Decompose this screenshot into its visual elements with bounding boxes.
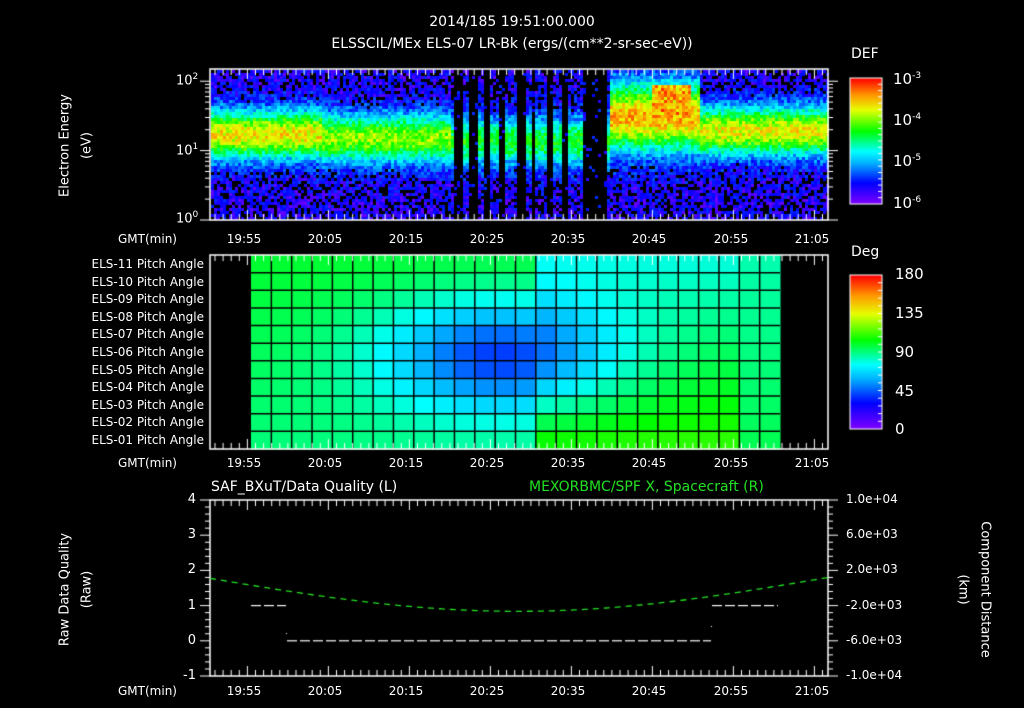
energy-axis-label: Electron Energy xyxy=(57,94,73,197)
time-tick-label: 20:05 xyxy=(307,684,343,698)
energy-tick-10: 101 xyxy=(176,142,199,159)
quality-panel-title: SAF_BXuT/Data Quality (L) xyxy=(211,479,398,495)
time-tick-label: 21:05 xyxy=(794,456,830,470)
pitch-angle-row-label: ELS-03 Pitch Angle xyxy=(91,397,204,412)
quality-tick-label: 0 xyxy=(187,632,196,648)
deg-label-45: 45 xyxy=(895,382,915,400)
time-tick-label: 20:25 xyxy=(469,232,505,246)
distance-tick-label: 1.0e+04 xyxy=(846,492,898,506)
quality-tick-label: 4 xyxy=(187,492,196,507)
deg-label-90: 90 xyxy=(895,343,915,361)
time-tick-label: 20:15 xyxy=(388,684,424,698)
time-tick-label: 20:35 xyxy=(550,456,586,470)
time-tick-label: 20:25 xyxy=(469,456,505,470)
quality-tick-label: 2 xyxy=(187,562,196,578)
time-axis-label-1: GMT(min) xyxy=(118,232,177,246)
time-tick-label: 20:55 xyxy=(713,456,749,470)
def-colorbar-label-1e-5: 10-5 xyxy=(893,152,922,170)
pitch-angle-row-label: ELS-09 Pitch Angle xyxy=(91,292,204,307)
deg-label-180: 180 xyxy=(895,265,924,283)
pitch-angle-row-label: ELS-07 Pitch Angle xyxy=(91,327,204,342)
time-tick-label: 20:45 xyxy=(631,232,667,246)
distance-axis-label: Component Distance xyxy=(977,521,993,658)
time-tick-label: 20:45 xyxy=(631,684,667,698)
distance-tick-label: -6.0e+03 xyxy=(846,632,903,647)
time-tick-label: 19:55 xyxy=(226,456,262,470)
time-axis-label-2: GMT(min) xyxy=(118,456,177,470)
spacecraft-panel-title: MEXORBMC/SPF X, Spacecraft (R) xyxy=(529,479,764,495)
distance-axis-unit: (km) xyxy=(955,574,971,605)
pitch-angle-row-label: ELS-11 Pitch Angle xyxy=(91,257,204,271)
quality-axis-unit: (Raw) xyxy=(79,570,95,609)
pitch-angle-row-label: ELS-04 Pitch Angle xyxy=(91,380,204,395)
time-tick-label: 20:35 xyxy=(550,684,586,698)
time-tick-label: 20:25 xyxy=(469,684,505,698)
def-colorbar-label-1e-4: 10-4 xyxy=(893,111,922,129)
time-tick-label: 20:45 xyxy=(631,456,667,470)
time-tick-label: 19:55 xyxy=(226,684,262,698)
time-tick-label: 21:05 xyxy=(794,684,830,698)
energy-tick-1: 100 xyxy=(176,210,199,227)
time-tick-label: 20:15 xyxy=(388,232,424,246)
time-tick-label: 20:55 xyxy=(713,232,749,246)
pitch-angle-row-label: ELS-01 Pitch Angle xyxy=(91,433,204,447)
deg-colorbar-title: Deg xyxy=(851,244,880,260)
def-colorbar-label-1e-3: 10-3 xyxy=(893,70,922,88)
distance-tick-label: -1.0e+04 xyxy=(846,668,903,682)
deg-label-135: 135 xyxy=(895,304,924,322)
distance-tick-label: -2.0e+03 xyxy=(846,597,903,612)
time-tick-label: 20:35 xyxy=(550,232,586,246)
def-colorbar-title: DEF xyxy=(851,46,879,62)
deg-label-0: 0 xyxy=(895,420,905,438)
pitch-angle-row-label: ELS-06 Pitch Angle xyxy=(91,345,204,359)
time-tick-label: 20:55 xyxy=(713,684,749,698)
quality-axis-label: Raw Data Quality xyxy=(57,532,73,647)
time-tick-label: 20:15 xyxy=(388,456,424,470)
time-tick-label: 21:05 xyxy=(794,232,830,246)
pitch-angle-row-label: ELS-05 Pitch Angle xyxy=(91,362,204,377)
quality-tick-label: 3 xyxy=(187,527,196,543)
time-tick-label: 20:05 xyxy=(307,232,343,246)
pitch-angle-row-label: ELS-02 Pitch Angle xyxy=(91,415,204,430)
quality-tick-label: -1 xyxy=(183,668,196,683)
distance-tick-label: 2.0e+03 xyxy=(846,562,898,577)
energy-axis-unit: (eV) xyxy=(79,131,95,160)
energy-tick-100: 102 xyxy=(176,72,199,89)
distance-tick-label: 6.0e+03 xyxy=(846,527,898,542)
def-colorbar-label-1e-6: 10-6 xyxy=(893,194,922,212)
time-tick-label: 19:55 xyxy=(226,232,262,246)
time-axis-label-3: GMT(min) xyxy=(118,684,177,698)
pitch-angle-row-label: ELS-10 Pitch Angle xyxy=(91,274,204,289)
quality-tick-label: 1 xyxy=(187,597,196,613)
time-tick-label: 20:05 xyxy=(307,456,343,470)
pitch-angle-row-label: ELS-08 Pitch Angle xyxy=(91,309,204,324)
